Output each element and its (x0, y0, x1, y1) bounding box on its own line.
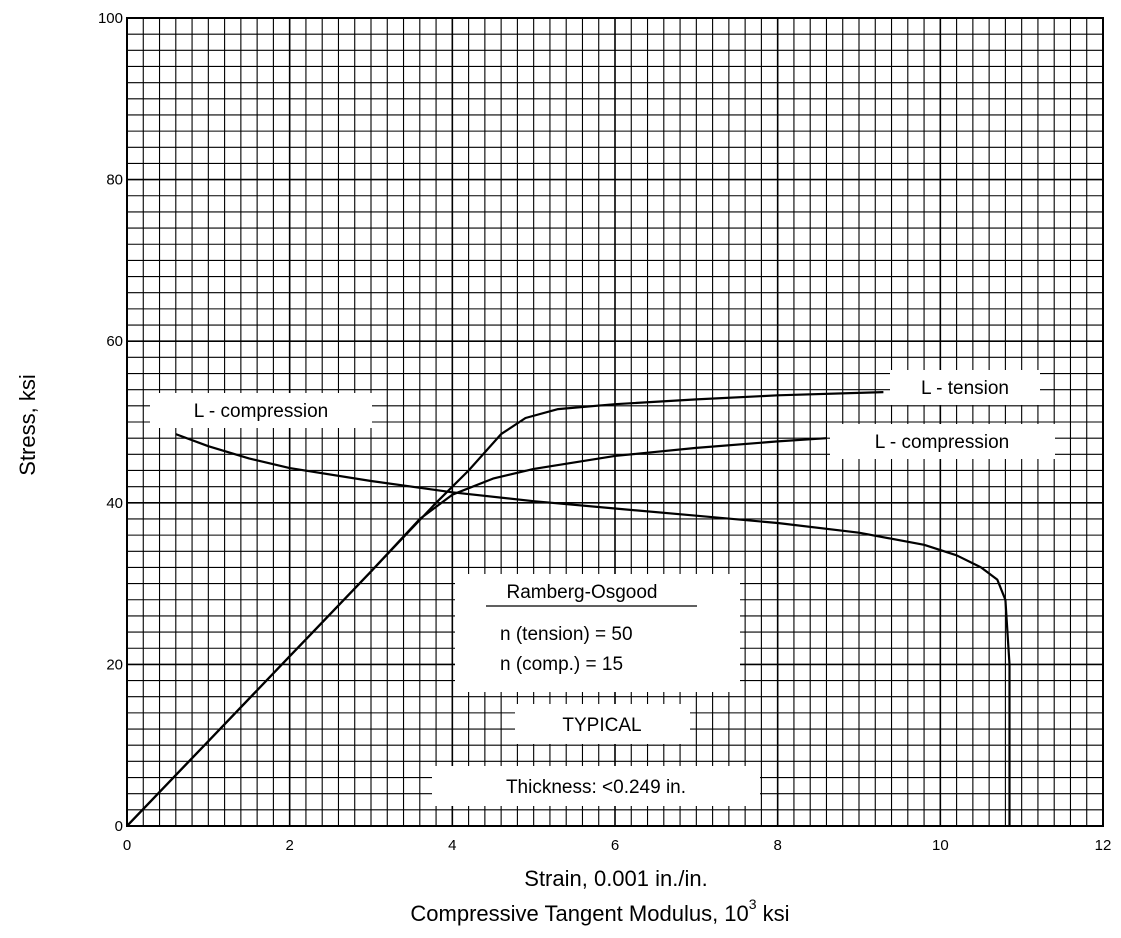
x-tick-label: 10 (932, 837, 949, 854)
y-tick-label: 20 (106, 656, 123, 673)
x-axis-title-secondary: Compressive Tangent Modulus, 103 ksi (410, 896, 789, 926)
tick-labels: 0 2 4 6 8 10 12 0 20 40 60 80 100 (98, 10, 1111, 854)
tension-label-box (890, 370, 1040, 405)
thickness-label: Thickness: <0.249 in. (506, 777, 686, 798)
x-tick-label: 6 (611, 837, 619, 854)
x-tick-label: 8 (773, 837, 781, 854)
y-axis-title: Stress, ksi (15, 374, 40, 475)
n-tension-value: n (tension) = 50 (500, 624, 633, 645)
plot-border (126, 17, 1104, 827)
compression-right-label: L - compression (875, 432, 1009, 453)
tension-label: L - tension (921, 378, 1009, 399)
y-tick-label: 100 (98, 10, 123, 27)
x-axis-title-unit: ksi (757, 901, 790, 926)
x-axis-title: Strain, 0.001 in./in. (524, 866, 707, 891)
tangent-modulus-curve (175, 433, 1011, 826)
typical-box (515, 704, 690, 744)
compression-left-label-box (150, 393, 372, 428)
y-tick-label: 60 (106, 333, 123, 350)
annotation-layer: L - compression L - tension L - compress… (150, 370, 1055, 806)
major-grid (126, 17, 1104, 827)
y-tick-label: 0 (115, 818, 123, 835)
n-comp-value: n (comp.) = 15 (500, 654, 623, 675)
x-tick-label: 12 (1095, 837, 1112, 854)
ramberg-osgood-title: Ramberg-Osgood (506, 582, 657, 603)
series-layer (126, 391, 1011, 827)
y-tick-label: 40 (106, 495, 123, 512)
x-tick-label: 4 (448, 837, 456, 854)
compression-right-label-box (830, 424, 1055, 459)
ramberg-osgood-box (455, 574, 740, 692)
x-tick-label: 0 (123, 837, 131, 854)
x-tick-label: 2 (285, 837, 293, 854)
typical-label: TYPICAL (562, 715, 641, 736)
compression-left-label: L - compression (194, 401, 328, 422)
thickness-box (432, 766, 760, 806)
y-tick-label: 80 (106, 172, 123, 189)
compression-curve (126, 437, 827, 827)
x-axis-title-superscript: 3 (749, 896, 757, 912)
